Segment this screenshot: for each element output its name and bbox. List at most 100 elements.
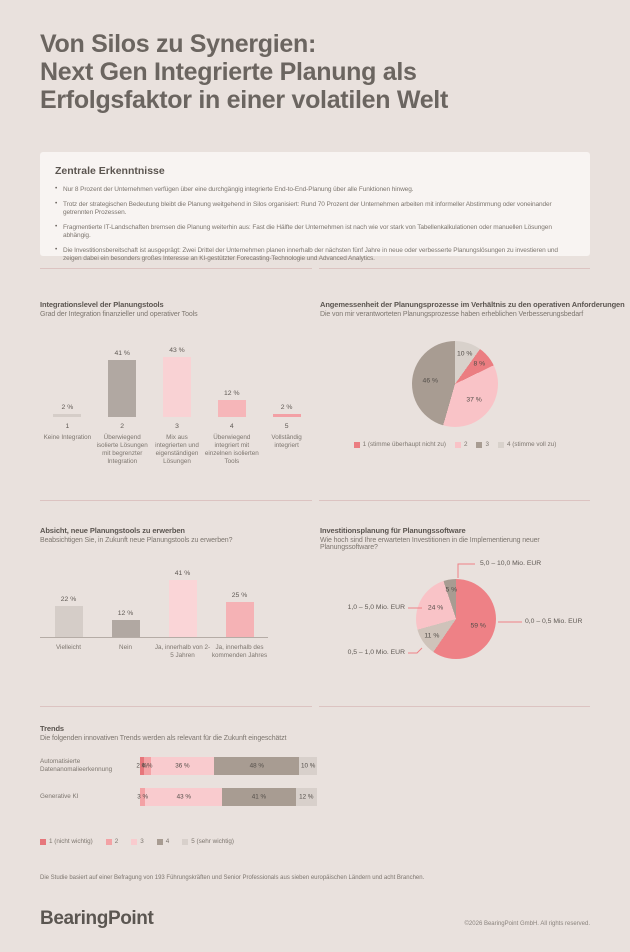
bar-tick-label: 4 [229,423,234,430]
trend-segment-value: 4 % [141,762,153,770]
trend-segment [145,788,223,806]
key-finding-item: Fragmentierte IT-Landschaften bremsen di… [55,223,575,241]
pie-slice-value: 24 % [427,604,444,612]
trend-segment-value: 10 % [300,762,316,770]
trend-stacked-bar: 2 % 4 % 36 % 48 % 10 % [136,757,317,775]
bar-tick-label: 3 [175,423,179,430]
page-title-line-3: Erfolgsfaktor in einer volatilen Welt [40,86,448,114]
bar-value-label: 43 % [169,346,185,354]
bar-area: 25 % [225,563,254,637]
stacked-bar-chart: Automatisierte Datenanomalieerkennung 2 %… [40,757,460,819]
pie-chart: 10 % 8 % 37 % 46 % [412,341,498,427]
legend-swatch [156,838,163,845]
bar-column: 41 % Ja, innerhalb von 2-5 Jahren [154,563,211,660]
bar-tick-label: 2 [120,423,125,430]
legend-label: 1 (stimme überhaupt nicht zu) [362,441,446,448]
bar-value-label: 22 % [60,596,77,604]
trend-segment-value: 36 % [175,762,190,770]
pie-callout-label: 0,5 – 1,0 Mio. EUR [347,649,405,656]
trend-segment-value: 12 % [299,793,314,801]
trend-segment [150,757,215,775]
bar [272,414,301,417]
pie-slice-value: 11 % [424,632,440,640]
pie-slice-value: 5 % [445,586,458,594]
bar-category-label: Nein [119,644,132,651]
section-divider [40,706,590,707]
chart-title: Absicht, neue Planungstools zu erwerben [40,526,185,535]
bar-category-label: Vielleicht [55,644,82,651]
chart-investment-planning: Investitionsplanung für Planungssoftware… [320,526,590,696]
key-finding-item: Nur 8 Prozent der Unternehmen verfügen ü… [55,185,575,194]
bar-tick-label: 5 [284,423,289,430]
bar-column: 25 % Ja, innerhalb des kommenden Jahres [211,563,268,660]
chart-title: Integrationslevel der Planungstools [40,300,164,309]
chart-process-adequacy: Angemessenheit der Planungsprozesse im V… [320,300,625,485]
key-findings-list: Nur 8 Prozent der Unternehmen verfügen ü… [55,185,575,264]
legend-item: 2 [105,838,119,845]
trend-segment-value: 48 % [249,762,264,770]
chart-legend: 1 (stimme überhaupt nicht zu) 2 3 4 (stimme… [320,441,590,448]
trend-row-label: Automatisierte Datenanomalieerkennung [40,757,113,773]
pie-slice-value: 10 % [456,350,473,358]
bar-column: 2 % 1 Keine Integration [40,343,95,465]
bar [225,602,254,637]
bar-category-label: Überwiegend isolierte Lösungen mit begre… [96,434,148,465]
pie-callout-label: 5,0 – 10,0 Mio. EUR [480,560,542,567]
pie-slice-value: 37 % [466,396,482,404]
section-divider [40,268,590,269]
bar-value-label: 12 % [224,390,240,398]
bar-category-label: Überwiegend integriert mit einzelnen iso… [204,434,259,465]
legend-label: 4 [165,838,170,845]
legend-label: 5 (sehr wichtig) [191,838,234,845]
pie-chart: 59 % 11 % 24 % 5 % [416,579,496,659]
trend-stacked-bar: 3 % 43 % 41 % 12 % [137,788,317,806]
trend-row: Generative KI 3 % 43 % 41 % 12 % [40,788,460,806]
section-divider [40,500,590,501]
legend-label: 3 [140,838,144,845]
chart-trends: Trends Die folgenden innovativen Trends … [40,724,590,824]
bar [168,579,197,637]
trend-segment-value: 2 % [136,762,148,770]
bar-value-label: 25 % [231,592,248,599]
chart-integration-level: Integrationslevel der Planungstools Grad… [40,300,316,485]
trend-segment [214,757,300,775]
chart-subtitle: Grad der Integration finanzieller und op… [40,311,198,318]
bar-category-label: Ja, innerhalb von 2-5 Jahren [154,644,211,659]
bar-column: 2 % 5 Vollständig integriert [259,343,314,465]
legend-label: 3 [485,441,489,448]
chart-title: Angemessenheit der Planungsprozesse im V… [320,300,625,309]
bar-category-label: Ja, innerhalb des kommenden Jahres [211,644,268,659]
key-findings-heading: Zentrale Erkenntnisse [55,165,165,177]
pie-circle: 59 % 11 % 24 % 5 % [416,579,496,659]
legend-swatch [182,838,189,845]
bar-column: 12 % 4 Überwiegend integriert mit einzelne… [204,343,259,465]
legend-swatch [105,838,112,845]
bar-area: 41 % [108,343,137,417]
legend-item: 3 [476,441,489,448]
trend-segment [222,788,296,806]
bar-column: 12 % Nein [97,563,154,660]
bearingpoint-logo: BearingPoint [40,908,154,929]
trend-segment [299,757,317,775]
x-axis-line [40,637,268,638]
pie-slice-value: 8 % [473,360,486,367]
page-title-line-2: Next Gen Integrierte Planung als [40,58,417,86]
bar-value-label: 12 % [117,610,134,618]
bar-area: 12 % [217,343,246,417]
trend-segment-value: 41 % [251,793,267,801]
trend-segment-value: 3 % [137,793,149,801]
legend-swatch [454,441,461,448]
chart-subtitle: Wie hoch sind Ihre erwarteten Investitio… [320,537,540,551]
bar-category-label: Vollständig integriert [271,434,302,449]
bar-area: 12 % [111,563,140,637]
pie-callout-label: 0,0 – 0,5 Mio. EUR [525,618,583,625]
trend-segment [140,788,146,806]
pie-slice-value: 59 % [470,622,486,630]
key-finding-item: Die Investitionsbereitschaft ist ausgepr… [55,246,575,264]
pie-circle: 10 % 8 % 37 % 46 % [412,341,498,427]
legend-label: 2 [114,838,119,845]
bar-value-label: 2 % [280,404,293,412]
pie-callout-label: 1,0 – 5,0 Mio. EUR [347,604,405,611]
chart-subtitle: Beabsichtigen Sie, in Zukunft neue Planu… [40,537,233,544]
